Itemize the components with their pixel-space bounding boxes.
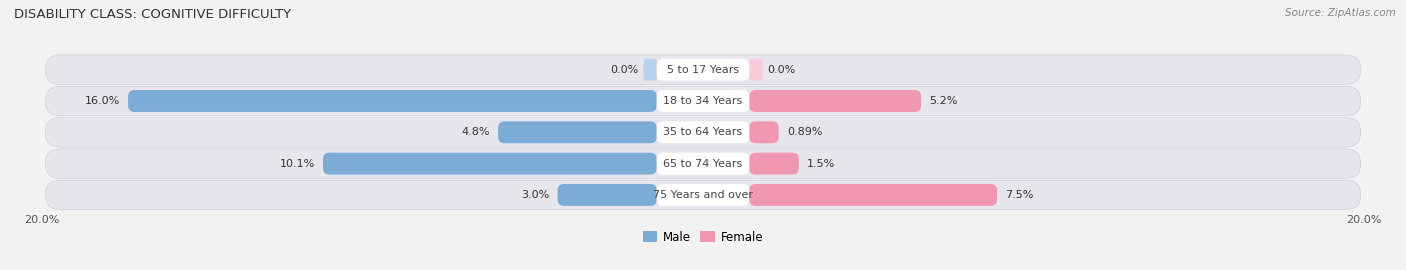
Legend: Male, Female: Male, Female xyxy=(638,226,768,249)
FancyBboxPatch shape xyxy=(45,86,1361,116)
FancyBboxPatch shape xyxy=(498,121,657,143)
Text: 65 to 74 Years: 65 to 74 Years xyxy=(664,158,742,169)
FancyBboxPatch shape xyxy=(657,59,749,81)
Text: 18 to 34 Years: 18 to 34 Years xyxy=(664,96,742,106)
FancyBboxPatch shape xyxy=(749,184,997,206)
FancyBboxPatch shape xyxy=(45,149,1361,178)
Text: 35 to 64 Years: 35 to 64 Years xyxy=(664,127,742,137)
Text: DISABILITY CLASS: COGNITIVE DIFFICULTY: DISABILITY CLASS: COGNITIVE DIFFICULTY xyxy=(14,8,291,21)
Text: 1.5%: 1.5% xyxy=(807,158,835,169)
Text: 4.8%: 4.8% xyxy=(461,127,489,137)
FancyBboxPatch shape xyxy=(657,121,749,143)
FancyBboxPatch shape xyxy=(128,90,657,112)
Text: 0.0%: 0.0% xyxy=(610,65,638,75)
FancyBboxPatch shape xyxy=(45,117,1361,147)
Text: 75 Years and over: 75 Years and over xyxy=(652,190,754,200)
FancyBboxPatch shape xyxy=(749,153,799,175)
FancyBboxPatch shape xyxy=(45,180,1361,210)
Text: 10.1%: 10.1% xyxy=(280,158,315,169)
FancyBboxPatch shape xyxy=(749,90,921,112)
Text: 5 to 17 Years: 5 to 17 Years xyxy=(666,65,740,75)
FancyBboxPatch shape xyxy=(657,153,749,175)
FancyBboxPatch shape xyxy=(323,153,657,175)
FancyBboxPatch shape xyxy=(45,55,1361,85)
Text: 16.0%: 16.0% xyxy=(84,96,120,106)
FancyBboxPatch shape xyxy=(644,59,657,81)
Text: Source: ZipAtlas.com: Source: ZipAtlas.com xyxy=(1285,8,1396,18)
Text: 7.5%: 7.5% xyxy=(1005,190,1033,200)
FancyBboxPatch shape xyxy=(657,90,749,112)
Text: 0.0%: 0.0% xyxy=(768,65,796,75)
FancyBboxPatch shape xyxy=(558,184,657,206)
Text: 3.0%: 3.0% xyxy=(522,190,550,200)
FancyBboxPatch shape xyxy=(749,59,762,81)
Text: 5.2%: 5.2% xyxy=(929,96,957,106)
FancyBboxPatch shape xyxy=(657,184,749,206)
Text: 0.89%: 0.89% xyxy=(787,127,823,137)
FancyBboxPatch shape xyxy=(749,121,779,143)
